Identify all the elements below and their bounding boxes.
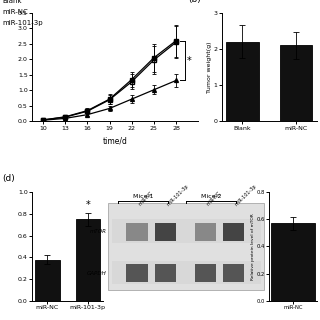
FancyBboxPatch shape	[155, 222, 176, 241]
Bar	[76, 219, 100, 301]
FancyBboxPatch shape	[195, 222, 216, 241]
Text: *: *	[85, 200, 90, 210]
Text: GAPDH: GAPDH	[87, 271, 107, 276]
Text: (d): (d)	[2, 174, 15, 183]
Bar	[280, 45, 313, 122]
X-axis label: time/d: time/d	[103, 136, 127, 145]
Text: Mice 1: Mice 1	[133, 194, 153, 199]
FancyBboxPatch shape	[126, 264, 148, 282]
FancyBboxPatch shape	[155, 264, 176, 282]
FancyBboxPatch shape	[195, 264, 216, 282]
Text: miR-101-3p: miR-101-3p	[234, 183, 257, 206]
FancyBboxPatch shape	[111, 219, 261, 243]
Text: miR-NC: miR-NC	[137, 190, 154, 206]
Y-axis label: Relative protein level of mTOR: Relative protein level of mTOR	[252, 213, 255, 280]
FancyBboxPatch shape	[126, 222, 148, 241]
FancyBboxPatch shape	[111, 260, 261, 284]
Y-axis label: Tumor weight(g): Tumor weight(g)	[207, 41, 212, 93]
Text: miR-101-3p: miR-101-3p	[165, 183, 189, 206]
Text: (b): (b)	[189, 0, 201, 4]
Bar	[226, 42, 259, 122]
Text: miR-101-3p: miR-101-3p	[2, 20, 43, 26]
FancyBboxPatch shape	[223, 264, 244, 282]
FancyBboxPatch shape	[223, 222, 244, 241]
Bar	[271, 223, 315, 301]
Text: miR-NC: miR-NC	[205, 190, 222, 206]
Text: Blank: Blank	[2, 0, 22, 4]
Text: Mice 2: Mice 2	[201, 194, 221, 199]
FancyBboxPatch shape	[108, 203, 264, 290]
Bar	[35, 260, 60, 301]
Text: miR-NC: miR-NC	[2, 9, 28, 15]
Text: *: *	[186, 56, 191, 66]
Text: mTOR: mTOR	[90, 229, 107, 234]
